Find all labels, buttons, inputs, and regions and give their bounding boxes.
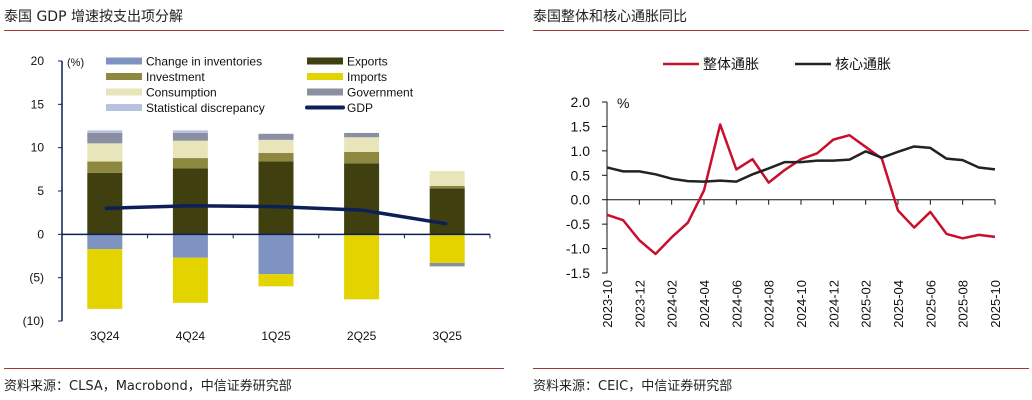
right-source: 资料来源：CEIC，中信证券研究部 bbox=[533, 379, 733, 394]
right-x-tick-label: 2025-06 bbox=[923, 280, 938, 328]
bar-imports bbox=[344, 234, 380, 300]
legend-label: Imports bbox=[347, 70, 387, 84]
left-y-tick-label: 5 bbox=[37, 184, 44, 198]
legend-label: Consumption bbox=[146, 86, 217, 100]
left-y-tick-label: (10) bbox=[23, 314, 44, 328]
bar-investment bbox=[87, 161, 123, 173]
left-x-tick-label: 1Q25 bbox=[261, 329, 291, 343]
bar-exports bbox=[258, 161, 294, 235]
bar-imports bbox=[258, 274, 294, 287]
left-x-tick-label: 4Q24 bbox=[176, 329, 206, 343]
legend-label: 整体通胀 bbox=[703, 56, 759, 72]
right-x-tick-label: 2024-10 bbox=[794, 280, 809, 328]
right-source-rule bbox=[533, 368, 1029, 369]
gdp-line bbox=[104, 203, 448, 226]
bar-investment bbox=[344, 152, 380, 164]
right-y-tick-label: 1.5 bbox=[571, 118, 591, 134]
bar-investment bbox=[172, 158, 208, 169]
bar-imports bbox=[429, 234, 465, 263]
right-x-tick-label: 2024-04 bbox=[697, 280, 712, 328]
left-chart-title: 泰国 GDP 增速按支出项分解 bbox=[4, 9, 183, 25]
right-chart-title: 泰国整体和核心通胀同比 bbox=[533, 9, 687, 25]
legend-label: Exports bbox=[347, 55, 388, 69]
right-x-tick-label: 2024-12 bbox=[826, 280, 841, 328]
right-x-tick-label: 2023-12 bbox=[632, 280, 647, 328]
right-y-tick-label: -1.0 bbox=[566, 241, 590, 257]
bar-exports bbox=[344, 163, 380, 235]
series-line-headline-inflation bbox=[606, 123, 996, 256]
right-y-tick-label: 0.0 bbox=[571, 192, 591, 208]
bar-statistical-discrepancy bbox=[172, 130, 208, 133]
legend-label: GDP bbox=[347, 101, 373, 115]
bar-exports bbox=[87, 172, 123, 235]
legend-swatch bbox=[307, 88, 343, 96]
right-y-tick-label: -1.5 bbox=[566, 265, 590, 281]
left-y-tick-label: (5) bbox=[29, 271, 44, 285]
bar-imports bbox=[172, 257, 208, 303]
bar-government bbox=[344, 132, 380, 138]
legend-label: Statistical discrepancy bbox=[146, 101, 265, 115]
bar-consumption bbox=[429, 171, 465, 186]
legend-label: 核心通胀 bbox=[835, 56, 891, 72]
bar-change-in-inventories bbox=[87, 234, 123, 250]
legend-swatch bbox=[307, 73, 343, 80]
left-source: 资料来源：CLSA，Macrobond，中信证券研究部 bbox=[4, 379, 292, 394]
legend-label: Investment bbox=[146, 70, 205, 84]
bar-government bbox=[172, 132, 208, 141]
legend-label: Government bbox=[347, 86, 414, 100]
bar-consumption bbox=[87, 143, 123, 162]
right-x-tick-label: 2024-02 bbox=[665, 280, 680, 328]
right-y-tick-label: 1.0 bbox=[571, 143, 591, 159]
legend-swatch bbox=[106, 88, 142, 96]
left-y-tick-label: 10 bbox=[31, 141, 45, 155]
right-title-rule bbox=[533, 30, 1029, 31]
bar-change-in-inventories bbox=[258, 234, 294, 275]
left-y-tick-label: 15 bbox=[31, 97, 45, 111]
bar-government bbox=[87, 132, 123, 144]
left-source-rule bbox=[4, 368, 504, 369]
right-x-tick-label: 2025-08 bbox=[956, 280, 971, 328]
bar-imports bbox=[87, 249, 123, 309]
left-x-tick-label: 3Q24 bbox=[90, 329, 120, 343]
right-x-tick-label: 2023-10 bbox=[600, 280, 615, 328]
bar-investment bbox=[258, 152, 294, 162]
left-title-rule bbox=[4, 30, 504, 31]
right-x-tick-label: 2025-04 bbox=[891, 280, 906, 328]
bar-statistical-discrepancy bbox=[87, 130, 123, 133]
legend-swatch bbox=[106, 73, 142, 80]
right-x-tick-label: 2024-08 bbox=[762, 280, 777, 328]
right-y-unit: % bbox=[617, 95, 629, 111]
series-line-core-inflation bbox=[606, 145, 996, 183]
right-x-tick-label: 2025-10 bbox=[988, 280, 1003, 328]
left-y-unit: (%) bbox=[67, 57, 84, 69]
bar-exports bbox=[429, 188, 465, 235]
right-x-tick-label: 2024-06 bbox=[729, 280, 744, 328]
legend-swatch bbox=[106, 104, 142, 111]
bar-government bbox=[258, 133, 294, 140]
bar-consumption bbox=[344, 137, 380, 152]
right-y-tick-label: -0.5 bbox=[566, 216, 590, 232]
left-x-tick-label: 3Q25 bbox=[433, 329, 463, 343]
bar-consumption bbox=[172, 140, 208, 159]
legend-label: Change in inventories bbox=[146, 55, 262, 69]
legend-swatch bbox=[106, 57, 142, 65]
left-y-tick-label: 0 bbox=[37, 227, 44, 241]
left-y-tick-label: 20 bbox=[31, 54, 45, 68]
right-y-tick-label: 0.5 bbox=[571, 167, 591, 183]
bar-change-in-inventories bbox=[172, 234, 208, 258]
bar-government bbox=[429, 262, 465, 267]
bar-investment bbox=[429, 185, 465, 189]
right-y-tick-label: 2.0 bbox=[571, 94, 591, 110]
bar-consumption bbox=[258, 139, 294, 153]
legend-swatch bbox=[307, 57, 343, 65]
left-x-tick-label: 2Q25 bbox=[347, 329, 377, 343]
right-x-tick-label: 2025-02 bbox=[859, 280, 874, 328]
bar-exports bbox=[172, 168, 208, 235]
